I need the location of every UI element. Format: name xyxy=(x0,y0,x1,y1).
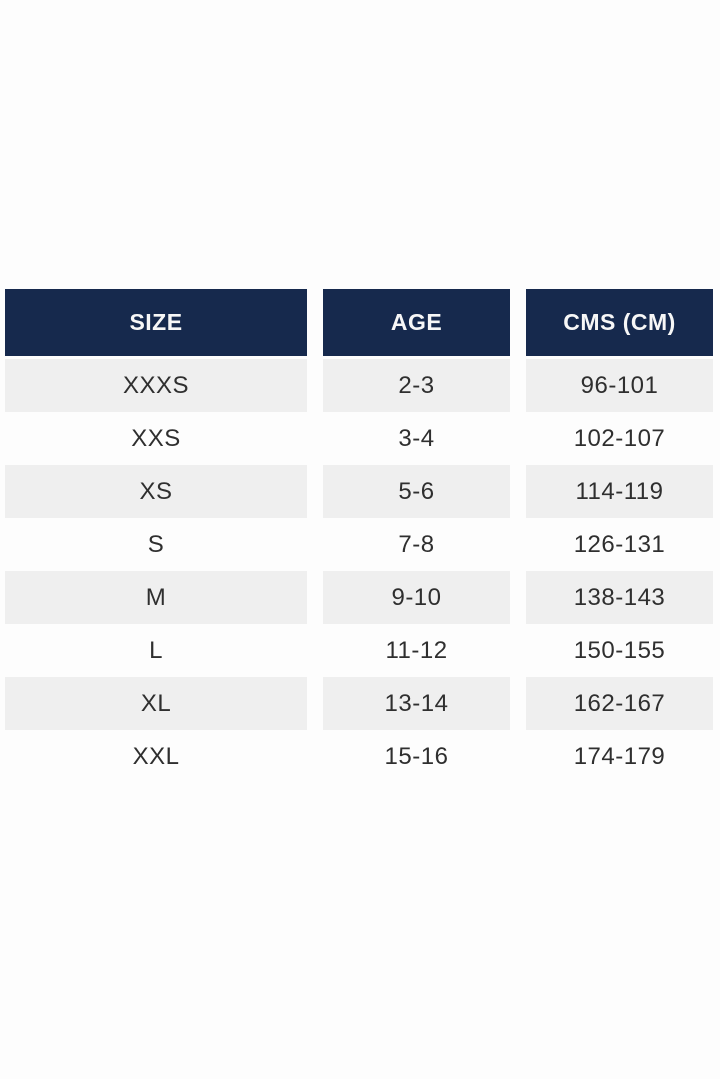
cms-cell: 96-101 xyxy=(526,359,713,412)
cms-cell: 114-119 xyxy=(526,465,713,518)
size-chart-header-row: SIZE AGE CMS (CM) xyxy=(5,289,713,356)
age-cell: 15-16 xyxy=(384,742,449,770)
size-cell: M xyxy=(5,571,307,624)
cms-cell: 138-143 xyxy=(526,571,713,624)
age-cell: 5-6 xyxy=(323,465,510,518)
age-cell: 7-8 xyxy=(398,530,435,558)
size-cell: XL xyxy=(5,677,307,730)
size-cell: L xyxy=(149,636,163,664)
table-row: XL 13-14 162-167 xyxy=(5,677,713,730)
table-row: XXXS 2-3 96-101 xyxy=(5,359,713,412)
size-cell: XXL xyxy=(132,742,180,770)
size-cell: S xyxy=(147,530,165,558)
table-row: XS 5-6 114-119 xyxy=(5,465,713,518)
cms-cell: 102-107 xyxy=(573,424,666,452)
size-cell: XS xyxy=(5,465,307,518)
age-cell: 2-3 xyxy=(323,359,510,412)
size-cell: XXS xyxy=(131,424,181,452)
table-row: L 11-12 150-155 xyxy=(5,624,713,677)
age-cell: 13-14 xyxy=(323,677,510,730)
table-row: M 9-10 138-143 xyxy=(5,571,713,624)
cms-cell: 174-179 xyxy=(573,742,666,770)
header-cell-cms: CMS (CM) xyxy=(526,289,713,356)
cms-cell: 150-155 xyxy=(573,636,666,664)
size-chart-table: SIZE AGE CMS (CM) XXXS 2-3 96-101 XXS 3-… xyxy=(5,289,713,783)
age-cell: 3-4 xyxy=(398,424,435,452)
age-cell: 9-10 xyxy=(323,571,510,624)
header-cell-size: SIZE xyxy=(5,289,307,356)
size-cell: XXXS xyxy=(5,359,307,412)
header-cell-age: AGE xyxy=(323,289,510,356)
table-row: XXL 15-16 174-179 xyxy=(5,730,713,783)
table-row: XXS 3-4 102-107 xyxy=(5,412,713,465)
cms-cell: 126-131 xyxy=(573,530,666,558)
age-cell: 11-12 xyxy=(385,636,448,664)
table-row: S 7-8 126-131 xyxy=(5,518,713,571)
cms-cell: 162-167 xyxy=(526,677,713,730)
